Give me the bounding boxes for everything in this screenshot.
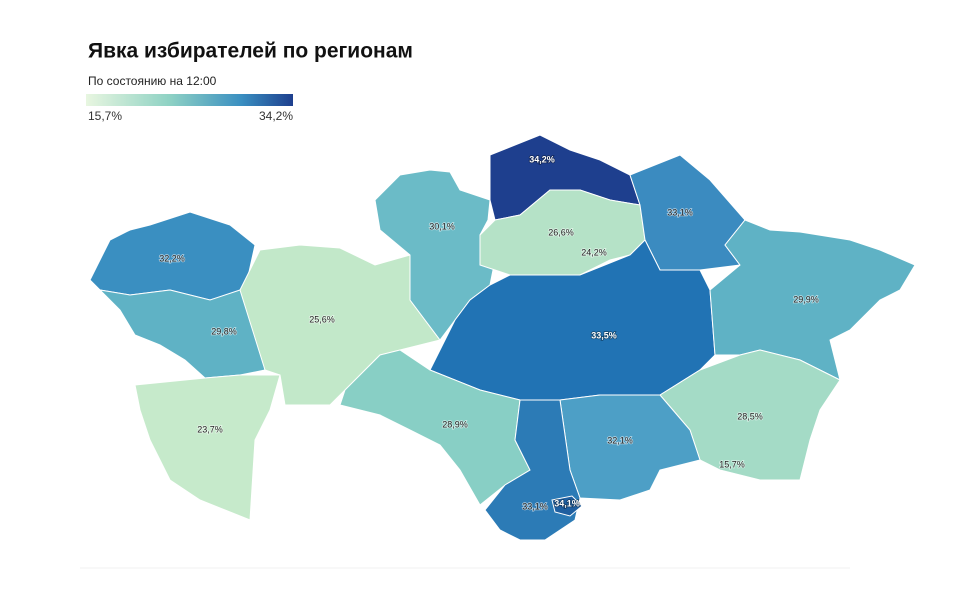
region-label: 33,1% [522, 501, 548, 511]
region-label: 34,2% [529, 154, 555, 164]
region-label: 32,1% [607, 435, 633, 445]
region-label: 28,5% [737, 411, 763, 421]
region [659, 349, 841, 481]
region [134, 374, 281, 521]
legend-bar [86, 94, 293, 106]
region [98, 289, 266, 379]
region-label: 15,7% [719, 459, 745, 469]
region-label: 29,9% [793, 294, 819, 304]
region-label: 26,6% [548, 227, 574, 237]
region-label: 25,6% [309, 314, 335, 324]
region-label: 30,1% [429, 221, 455, 231]
region-label: 33,1% [667, 207, 693, 217]
region [239, 244, 441, 406]
map [89, 134, 916, 541]
region-label: 28,9% [442, 419, 468, 429]
legend-min: 15,7% [88, 109, 122, 123]
region [709, 219, 916, 381]
labels: 34,2% 33,1% 30,1% 26,6% 24,2% 32,2% 29,9… [158, 154, 819, 513]
title: Явка избирателей по регионам [88, 40, 413, 63]
subtitle: По состоянию на 12:00 [88, 74, 217, 88]
region-label: 23,7% [197, 424, 223, 434]
region-label: 32,2% [159, 253, 185, 263]
legend-max: 34,2% [259, 109, 293, 123]
region-label: 24,2% [581, 247, 607, 257]
region-label: 33,5% [591, 330, 617, 340]
region [551, 495, 583, 517]
region-label: 34,1% [554, 498, 580, 508]
region-label: 29,8% [211, 326, 237, 336]
